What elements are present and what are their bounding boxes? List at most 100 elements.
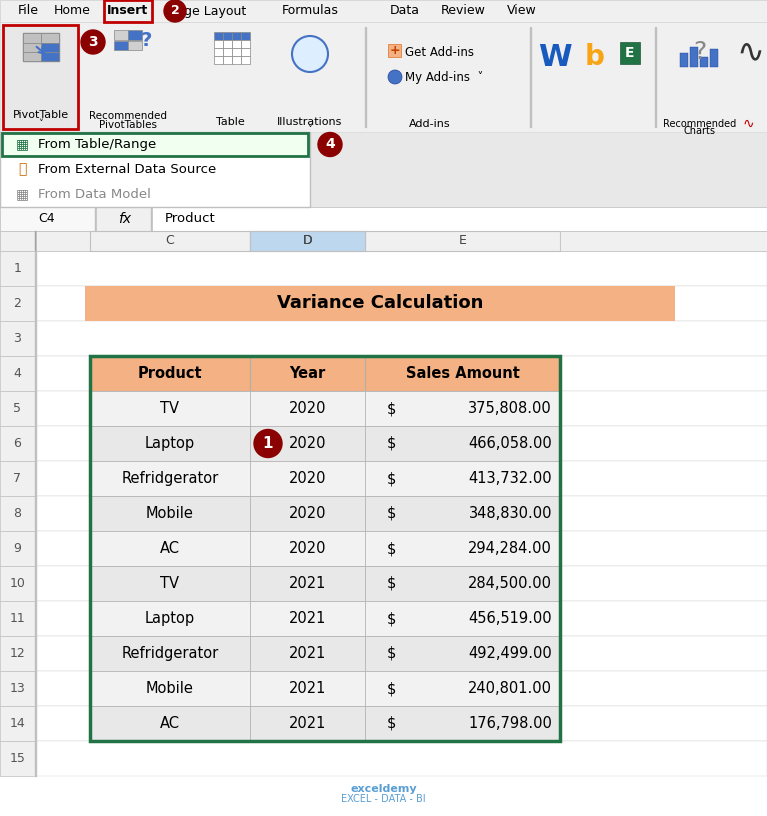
Bar (35, 636, 36, 671)
Bar (90, 231, 250, 251)
Circle shape (318, 132, 342, 157)
Bar (114, 41, 128, 50)
Bar (365, 426, 560, 461)
Text: C4: C4 (38, 212, 55, 225)
Bar (232, 56, 241, 64)
Bar (680, 53, 688, 67)
Bar (232, 40, 241, 48)
Text: E: E (625, 46, 635, 60)
Text: ∿: ∿ (742, 117, 754, 131)
Bar (35, 601, 36, 636)
Bar (232, 32, 241, 40)
Bar (365, 391, 560, 426)
Text: 7: 7 (14, 472, 21, 485)
Bar (0, 706, 767, 741)
Text: $: $ (387, 576, 397, 591)
Text: Insert: Insert (107, 5, 149, 17)
Bar (35, 391, 36, 426)
Text: $: $ (387, 716, 397, 731)
Bar (0, 566, 767, 601)
Bar (232, 48, 241, 56)
Bar (114, 30, 128, 40)
Bar (250, 706, 365, 741)
Bar (250, 601, 365, 636)
Bar (214, 40, 223, 48)
Text: EXCEL - DATA - BI: EXCEL - DATA - BI (341, 794, 426, 804)
Text: 413,732.00: 413,732.00 (469, 471, 552, 486)
Circle shape (388, 70, 402, 84)
Bar (22, 43, 41, 52)
Bar (365, 356, 560, 391)
Bar (0, 741, 35, 776)
Text: 294,284.00: 294,284.00 (468, 541, 552, 556)
Bar (250, 426, 365, 461)
Text: File: File (18, 5, 38, 17)
Text: $: $ (387, 471, 397, 486)
Text: ▦: ▦ (15, 188, 28, 202)
Bar (35, 426, 36, 461)
Text: $: $ (387, 646, 397, 661)
Bar (0, 426, 767, 461)
Bar (0, 231, 35, 251)
Bar (365, 566, 560, 601)
Text: From External Data Source: From External Data Source (38, 163, 216, 176)
Text: Table: Table (216, 117, 245, 127)
Text: 375,808.00: 375,808.00 (468, 401, 552, 416)
Text: Charts: Charts (684, 126, 716, 136)
Text: Home: Home (54, 5, 91, 17)
Bar (0, 636, 767, 671)
Bar (90, 636, 250, 671)
Bar (22, 33, 41, 43)
Bar (35, 531, 36, 566)
Bar (0, 251, 767, 286)
Text: 2021: 2021 (289, 681, 326, 696)
Bar (151, 207, 152, 231)
Bar (0, 207, 95, 231)
Text: Refridgerator: Refridgerator (121, 646, 219, 661)
Bar (35, 496, 36, 531)
Bar (0, 461, 35, 496)
Bar (0, 461, 767, 496)
Text: 14: 14 (10, 717, 25, 730)
Bar (0, 207, 767, 231)
Text: Recommended: Recommended (89, 111, 167, 121)
Text: 6: 6 (14, 437, 21, 450)
Bar (0, 706, 35, 741)
Text: Refridgerator: Refridgerator (121, 471, 219, 486)
Bar (90, 671, 250, 706)
Bar (0, 391, 767, 426)
Bar (223, 56, 232, 64)
Bar (35, 566, 36, 601)
Text: 5: 5 (14, 402, 21, 415)
Text: 3: 3 (14, 332, 21, 345)
Bar (128, 30, 142, 40)
Text: $: $ (387, 506, 397, 521)
Bar (36, 231, 90, 251)
Text: My Add-ins  ˅: My Add-ins ˅ (405, 70, 483, 83)
Bar (95, 207, 96, 231)
Bar (214, 56, 223, 64)
Bar (365, 496, 560, 531)
Text: Illustrations: Illustrations (278, 117, 343, 127)
Bar (0, 426, 35, 461)
Text: Laptop: Laptop (145, 436, 195, 451)
Text: 2020: 2020 (288, 436, 326, 451)
Bar (0, 251, 767, 816)
Bar (90, 391, 250, 426)
Bar (365, 636, 560, 671)
Bar (365, 601, 560, 636)
Bar (41, 43, 58, 52)
Text: AC: AC (160, 716, 180, 731)
Bar (152, 207, 767, 231)
Text: 2020: 2020 (288, 471, 326, 486)
Text: 2: 2 (170, 5, 179, 17)
Bar (710, 49, 718, 67)
Bar (223, 48, 232, 56)
Bar (0, 601, 767, 636)
Text: 1: 1 (263, 436, 273, 451)
Bar (90, 706, 250, 741)
Bar (0, 601, 35, 636)
Bar (250, 231, 365, 251)
Text: 2021: 2021 (289, 716, 326, 731)
Text: 2020: 2020 (288, 506, 326, 521)
